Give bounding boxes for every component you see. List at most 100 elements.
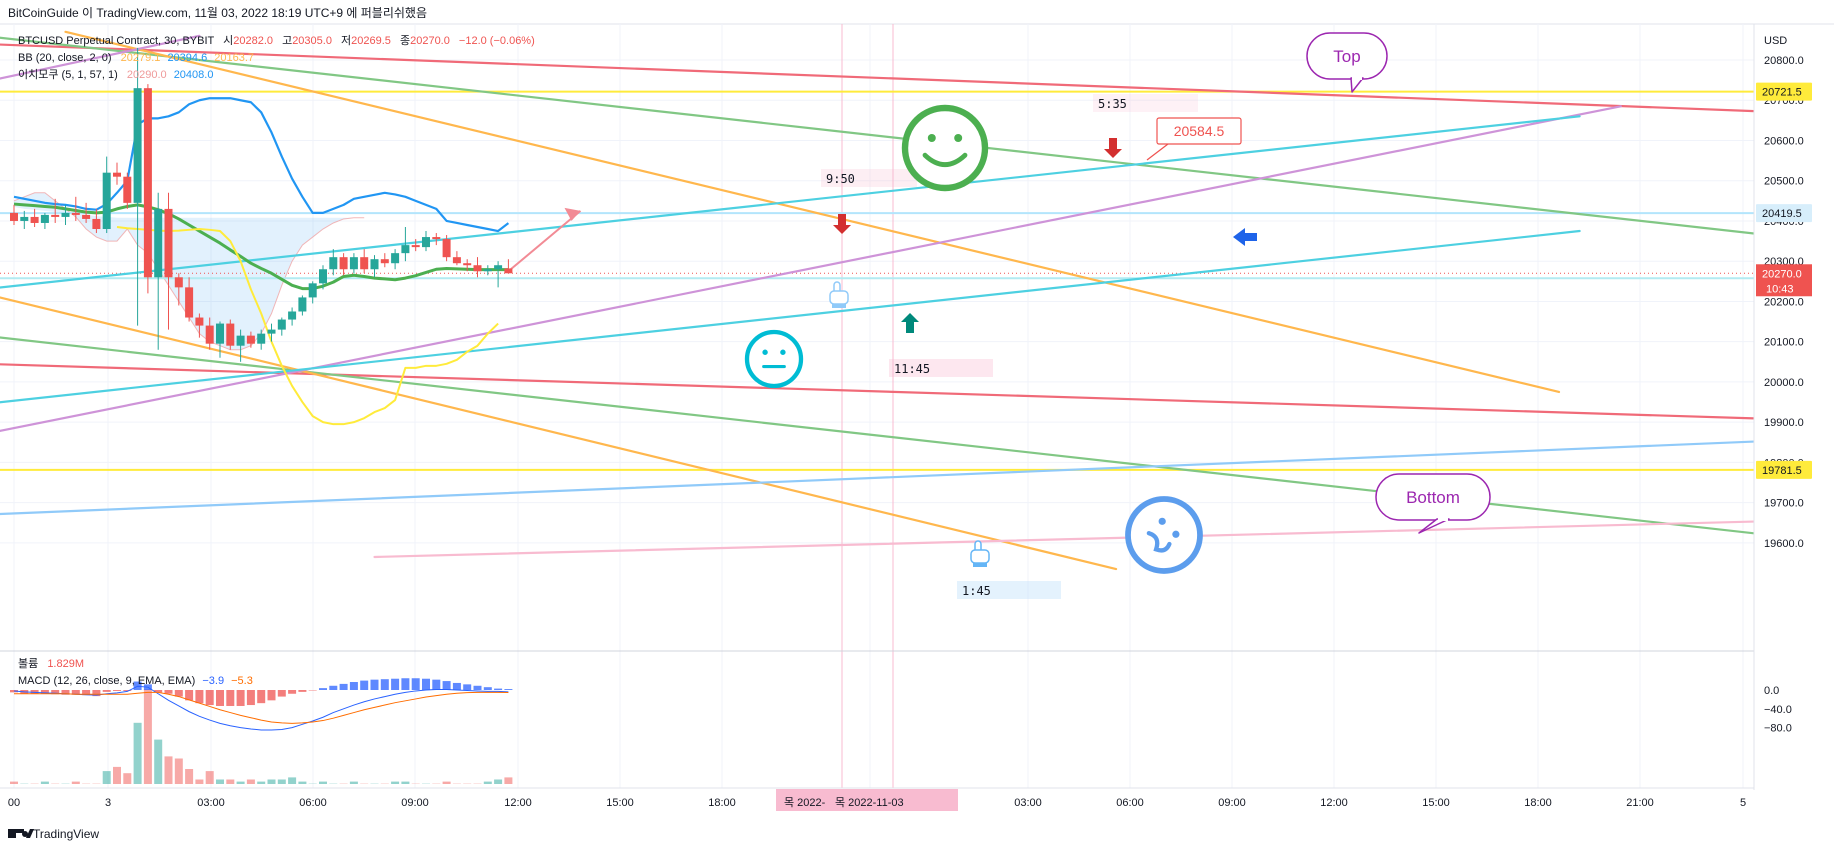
- time-tick-label: 12:00: [504, 797, 532, 809]
- macd-histogram-bar: [298, 690, 307, 692]
- drawings[interactable]: Top Bottom 20584.5 5:35 9:50 11:45 1:45: [744, 32, 1491, 599]
- face-eye: [1172, 530, 1180, 538]
- macd-histogram-bar: [411, 678, 420, 690]
- candle-body: [360, 257, 369, 270]
- macd-histogram-bar: [195, 690, 204, 704]
- countdown-label: 10:43: [1766, 283, 1794, 295]
- price-tick-label: 20800.0: [1764, 55, 1804, 67]
- price-tick-label: 19700.0: [1764, 498, 1804, 510]
- macd-histogram-bar: [329, 685, 338, 690]
- candle-body: [411, 245, 420, 248]
- left-arrow-icon[interactable]: [1233, 228, 1257, 246]
- trend-line-orange[interactable]: [0, 293, 1118, 571]
- candle-body: [246, 335, 255, 344]
- macd-histogram-bar: [257, 690, 266, 704]
- candle-body: [422, 237, 430, 248]
- hand-pointer-icon[interactable]: [829, 281, 849, 308]
- candle-body: [349, 257, 358, 270]
- smiley-happy-icon[interactable]: [901, 104, 989, 192]
- up-arrow-icon[interactable]: [901, 313, 919, 333]
- trend-line-pink[interactable]: [373, 520, 1786, 559]
- volume-bar: [319, 781, 327, 784]
- volume-bar: [329, 783, 338, 784]
- face-outline: [1125, 496, 1203, 574]
- face-mouth: [922, 152, 968, 167]
- price-tick-label: 20100.0: [1764, 337, 1804, 349]
- candle-body: [432, 237, 441, 240]
- time-tick-label: 15:00: [606, 797, 634, 809]
- macd-histogram-bar: [452, 682, 461, 690]
- bubble-tail[interactable]: [1350, 77, 1364, 93]
- legend: BTCUSD Perpetual Contract, 30, BYBIT 시20…: [18, 34, 535, 687]
- macd-histogram-bar: [82, 690, 91, 696]
- bubble-tail[interactable]: [1418, 518, 1450, 534]
- down-arrow-icon[interactable]: [833, 214, 851, 234]
- smiley-neutral-icon[interactable]: [744, 329, 804, 389]
- volume-bar: [102, 771, 111, 784]
- time-tick-label: 15:00: [1422, 797, 1450, 809]
- volume-bar: [164, 756, 173, 784]
- candle-body: [288, 311, 297, 320]
- price-axis[interactable]: 20800.020700.020600.020500.020400.020300…: [1756, 55, 1812, 735]
- projection-arrow-head[interactable]: [564, 207, 581, 221]
- grid-lines: [0, 24, 1754, 788]
- candle-body: [483, 269, 492, 272]
- candle-body: [20, 216, 29, 221]
- trend-line-red[interactable]: [0, 43, 1786, 113]
- time-tick-label: 3: [105, 797, 111, 809]
- hand-pointer-icon[interactable]: [970, 540, 990, 567]
- macd-histogram-bar: [432, 679, 441, 690]
- volume-bar: [370, 783, 379, 784]
- bubble-shape[interactable]: [1375, 473, 1491, 521]
- candle-body: [154, 208, 163, 278]
- volume-bar: [298, 781, 307, 784]
- smiley-sad-icon[interactable]: [1125, 496, 1203, 574]
- candle-body: [205, 325, 214, 344]
- face-eye: [954, 134, 963, 142]
- trend-line-blue[interactable]: [0, 440, 1786, 516]
- volume-bar: [339, 783, 348, 784]
- volume-bar: [123, 773, 132, 784]
- price-badge-bottom: 19781.5: [1762, 465, 1802, 477]
- top-callout-bubble[interactable]: Top: [1306, 32, 1388, 93]
- macd-tick-label: 0.0: [1764, 685, 1779, 697]
- macd-histogram-bar: [422, 678, 430, 690]
- price-tick-label: 20600.0: [1764, 135, 1804, 147]
- cursor-time-label-under: 목 2022-: [784, 796, 826, 809]
- candles: [10, 47, 513, 362]
- macd-histogram-bar: [154, 690, 163, 693]
- tradingview-logo-icon[interactable]: [8, 829, 34, 838]
- projection-arrow-line[interactable]: [507, 210, 582, 273]
- trend-line-purple[interactable]: [0, 34, 201, 82]
- time-axis[interactable]: 00303:0006:0009:0012:0015:0018:0023:0003…: [8, 789, 1746, 811]
- trend-lines[interactable]: [0, 30, 1786, 571]
- trend-line-cyan[interactable]: [0, 229, 1581, 404]
- candle-body: [319, 269, 327, 284]
- macd-histogram-bar: [185, 690, 194, 701]
- trend-line-green[interactable]: [0, 36, 1786, 237]
- candle-body: [401, 245, 410, 254]
- time-tick-label: 12:00: [1320, 797, 1348, 809]
- price-callout-box[interactable]: [1156, 117, 1242, 145]
- face-eye: [780, 349, 786, 355]
- price-tick-label: 19600.0: [1764, 538, 1804, 550]
- macd-histogram-bar: [71, 690, 80, 695]
- down-arrow-icon[interactable]: [1104, 138, 1122, 158]
- candle-body: [216, 323, 224, 344]
- trend-line-orange[interactable]: [64, 30, 1561, 394]
- time-label-145-bg: [957, 581, 1061, 599]
- volume-bar: [257, 781, 266, 784]
- bottom-callout-bubble[interactable]: Bottom: [1375, 473, 1491, 534]
- bubble-shape[interactable]: [1306, 32, 1388, 80]
- price-tick-label: 20200.0: [1764, 296, 1804, 308]
- face-mouth: [1146, 531, 1172, 553]
- volume-bar: [473, 783, 482, 784]
- time-tick-label: 5: [1740, 797, 1746, 809]
- trend-line-purple[interactable]: [0, 105, 1622, 434]
- volume-bar: [380, 783, 389, 784]
- volume-bar: [205, 771, 214, 784]
- time-tick-label: 18:00: [1524, 797, 1552, 809]
- macd-histogram-bar: [123, 690, 132, 691]
- candle-body: [463, 263, 472, 266]
